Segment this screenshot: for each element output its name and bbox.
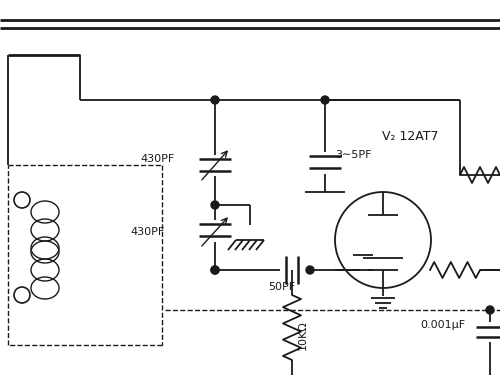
Circle shape (211, 201, 219, 209)
Circle shape (306, 266, 314, 274)
Text: 430PF: 430PF (140, 154, 174, 164)
Circle shape (211, 96, 219, 104)
Text: 50PF: 50PF (268, 282, 295, 292)
Text: 0.001μF: 0.001μF (420, 320, 465, 330)
Circle shape (211, 266, 219, 274)
Circle shape (321, 96, 329, 104)
Circle shape (211, 266, 219, 274)
Text: 10KΩ: 10KΩ (298, 320, 308, 350)
Text: 430PF: 430PF (130, 227, 164, 237)
Text: V₂ 12AT7: V₂ 12AT7 (382, 130, 438, 143)
Text: 3∼5PF: 3∼5PF (335, 150, 372, 160)
Circle shape (486, 306, 494, 314)
